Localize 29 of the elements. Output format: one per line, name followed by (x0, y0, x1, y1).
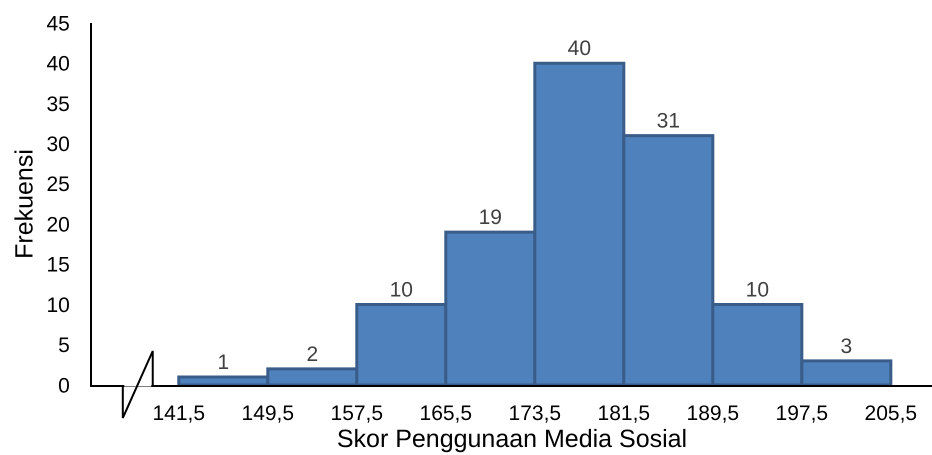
data-label: 19 (478, 206, 502, 230)
y-tick-label: 10 (46, 294, 70, 317)
data-label: 10 (746, 278, 770, 302)
data-label: 31 (656, 110, 680, 133)
y-tick-label: 35 (46, 92, 70, 116)
x-tick-label: 141,5 (152, 402, 206, 426)
data-label: 10 (390, 278, 413, 302)
x-tick-label: 149,5 (242, 402, 294, 426)
y-tick-label: 30 (46, 133, 70, 156)
y-tick-label: 15 (46, 254, 70, 277)
y-tick-label: 45 (46, 12, 70, 36)
x-tick-label: 189,5 (686, 402, 740, 426)
y-tick-label: 20 (46, 213, 70, 236)
y-tick-label: 5 (58, 334, 70, 358)
data-label: 40 (568, 37, 591, 60)
x-tick-label: 173,5 (508, 402, 562, 426)
y-tick-label: 40 (46, 52, 70, 76)
data-label: 1 (217, 350, 230, 374)
x-tick-label: 157,5 (330, 402, 384, 426)
x-tick-label: 181,5 (598, 402, 650, 426)
x-tick-label: 205,5 (864, 402, 918, 426)
y-tick-label: 0 (58, 374, 70, 398)
x-axis-title: Skor Penggunaan Media Sosial (336, 425, 688, 454)
x-tick-label: 165,5 (420, 402, 472, 426)
x-tick-label: 197,5 (776, 402, 828, 426)
y-tick-label: 25 (46, 173, 70, 196)
data-label: 3 (840, 334, 852, 358)
y-axis-title: Frekuensi (10, 149, 39, 259)
data-label: 2 (306, 342, 318, 366)
